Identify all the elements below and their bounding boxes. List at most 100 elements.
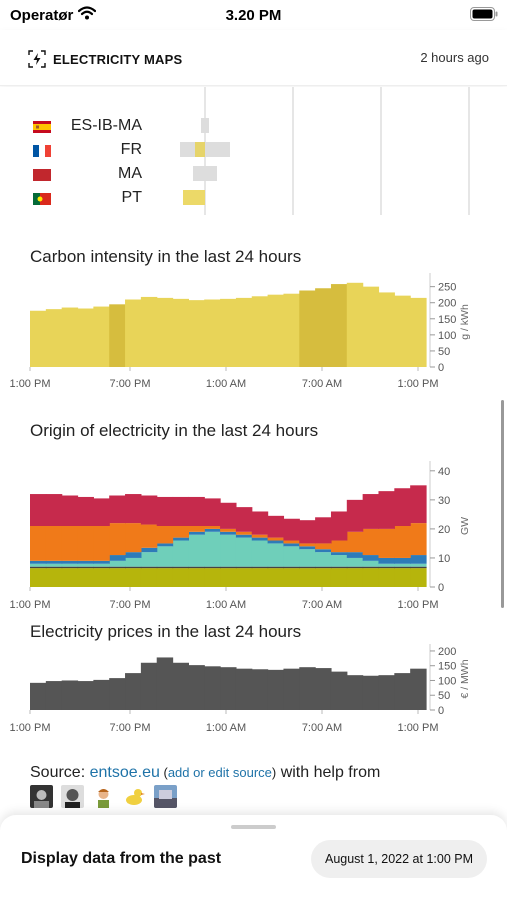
chart-bar-segment: [156, 568, 174, 587]
contributor-avatar[interactable]: [30, 785, 53, 808]
chart-bar-segment: [378, 528, 395, 558]
chart-bar-segment: [45, 560, 63, 564]
chart-bar-segment: [267, 568, 285, 587]
chart-bar-segment: [172, 568, 189, 587]
electricity-price-chart[interactable]: 0 50 100 150 200€ / MWh 1:00 PM 7:00 PM 1:00 AM…: [0, 640, 507, 740]
exchange-bars: [180, 87, 470, 215]
contributor-avatar[interactable]: [154, 785, 177, 808]
sheet-drag-handle[interactable]: [231, 825, 276, 829]
exchange-zone-label: MA: [118, 165, 142, 182]
chart-bar-segment: [283, 518, 300, 541]
chart-bar-segment: [410, 485, 427, 524]
chart-bar-segment: [188, 665, 205, 710]
chart-bar-segment: [220, 566, 237, 569]
chart-bar-segment: [188, 531, 205, 535]
chart-bar-segment: [330, 671, 348, 710]
chart-bar-segment: [77, 681, 94, 710]
chart-bar-segment: [109, 555, 126, 561]
exchange-zone-label: FR: [120, 141, 142, 158]
scroll-indicator[interactable]: [501, 400, 504, 608]
chart-bar-segment: [362, 560, 380, 567]
price-chart-title: Electricity prices in the last 24 hours: [30, 622, 302, 641]
y-tick-label: 100: [438, 675, 456, 687]
chart-bar-segment: [93, 526, 110, 561]
status-time: 3.20 PM: [225, 7, 282, 24]
contributor-avatar[interactable]: [61, 785, 84, 808]
chart-bar-segment: [45, 563, 63, 567]
chart-bar-segment: [330, 284, 348, 367]
electricity-origin-chart[interactable]: 0 10 20 30 40 GW 1:00 PM 7:00 PM 1:00 AM 7:00 AM 1…: [0, 457, 507, 617]
chart-bar-segment: [93, 306, 110, 367]
electricity-maps-logo-icon: [28, 50, 46, 73]
edit-source-link[interactable]: add or edit source: [167, 765, 272, 780]
chart-bar-segment: [299, 667, 316, 710]
chart-bar-segment: [61, 560, 79, 564]
chart-bar-segment: [156, 546, 174, 567]
chart-bar-segment: [156, 526, 174, 544]
contributor-avatar[interactable]: [92, 785, 115, 808]
chart-bar-segment: [156, 543, 174, 547]
chart-bar-segment: [93, 560, 110, 564]
y-tick-label: 250: [438, 282, 456, 294]
chart-bar-segment: [315, 566, 332, 569]
chart-bar-segment: [30, 682, 47, 710]
chart-bar-segment: [394, 563, 411, 567]
chart-bar-segment: [156, 297, 174, 367]
chart-bar-segment: [410, 555, 427, 564]
contributor-avatar[interactable]: [123, 785, 146, 808]
chart-bar-segment: [93, 563, 110, 567]
chart-bar-segment: [251, 296, 269, 367]
x-tick-label: 1:00 PM: [10, 378, 51, 387]
source-suffix: with help from: [276, 764, 381, 781]
chart-bar-segment: [172, 496, 189, 526]
chart-bar-segment: [204, 528, 221, 532]
chart-bar-segment: [156, 496, 174, 526]
y-tick-label: 10: [438, 553, 450, 565]
origin-chart-title: Origin of electricity in the last 24 hou…: [30, 421, 319, 440]
chart-bar-segment: [140, 524, 158, 548]
chart-bar-segment: [283, 668, 300, 710]
chart-bar-segment: [346, 675, 364, 710]
chart-bar-segment: [125, 552, 142, 558]
source-attribution: Source: entsoe.eu (add or edit source) w…: [30, 764, 380, 782]
chart-bar-segment: [235, 568, 253, 587]
exchange-zone-label: PT: [121, 189, 142, 206]
x-tick-label: 7:00 PM: [110, 378, 151, 387]
chart-bar-segment: [172, 526, 189, 538]
chart-bar-segment: [283, 293, 300, 367]
chart-bar-segment: [61, 563, 79, 567]
chart-bar-segment: [378, 566, 395, 569]
x-tick-label: 1:00 PM: [398, 599, 439, 611]
chart-bar-segment: [109, 495, 126, 524]
chart-bar-segment: [140, 662, 158, 710]
date-picker-button[interactable]: August 1, 2022 at 1:00 PM: [311, 840, 487, 878]
wifi-icon: [77, 5, 97, 26]
source-paren-close: ): [271, 765, 277, 780]
source-link[interactable]: entsoe.eu: [89, 764, 160, 781]
y-tick-label: 150: [438, 661, 456, 673]
chart-bar-segment: [125, 566, 142, 569]
y-tick-label: 0: [438, 705, 444, 717]
chart-bar-segment: [346, 552, 364, 558]
chart-bar-segment: [235, 537, 253, 567]
y-tick-label: 20: [438, 524, 450, 536]
source-prefix: Source:: [30, 764, 90, 781]
chart-bar-segment: [394, 568, 411, 587]
chart-bar-segment: [315, 552, 332, 567]
chart-bar-segment: [378, 292, 395, 367]
y-tick-label: 40: [438, 466, 450, 478]
chart-bar-segment: [77, 568, 94, 587]
chart-bar-segment: [93, 566, 110, 569]
chart-bar-segment: [251, 568, 269, 587]
chart-bar-segment: [220, 528, 237, 532]
exchange-zone-label: ES-IB-MA: [70, 117, 142, 134]
x-tick-label: 1:00 PM: [398, 378, 439, 387]
chart-bar-segment: [394, 566, 411, 569]
zone-details-panel[interactable]: ES-IB-MA FR MA PT Carbon intensity in th…: [0, 87, 507, 817]
chart-bar-segment: [378, 568, 395, 587]
chart-bar-segment: [93, 498, 110, 526]
chart-bar-segment: [378, 557, 395, 564]
x-tick-label: 1:00 PM: [10, 599, 51, 611]
chart-bar-segment: [172, 662, 189, 710]
